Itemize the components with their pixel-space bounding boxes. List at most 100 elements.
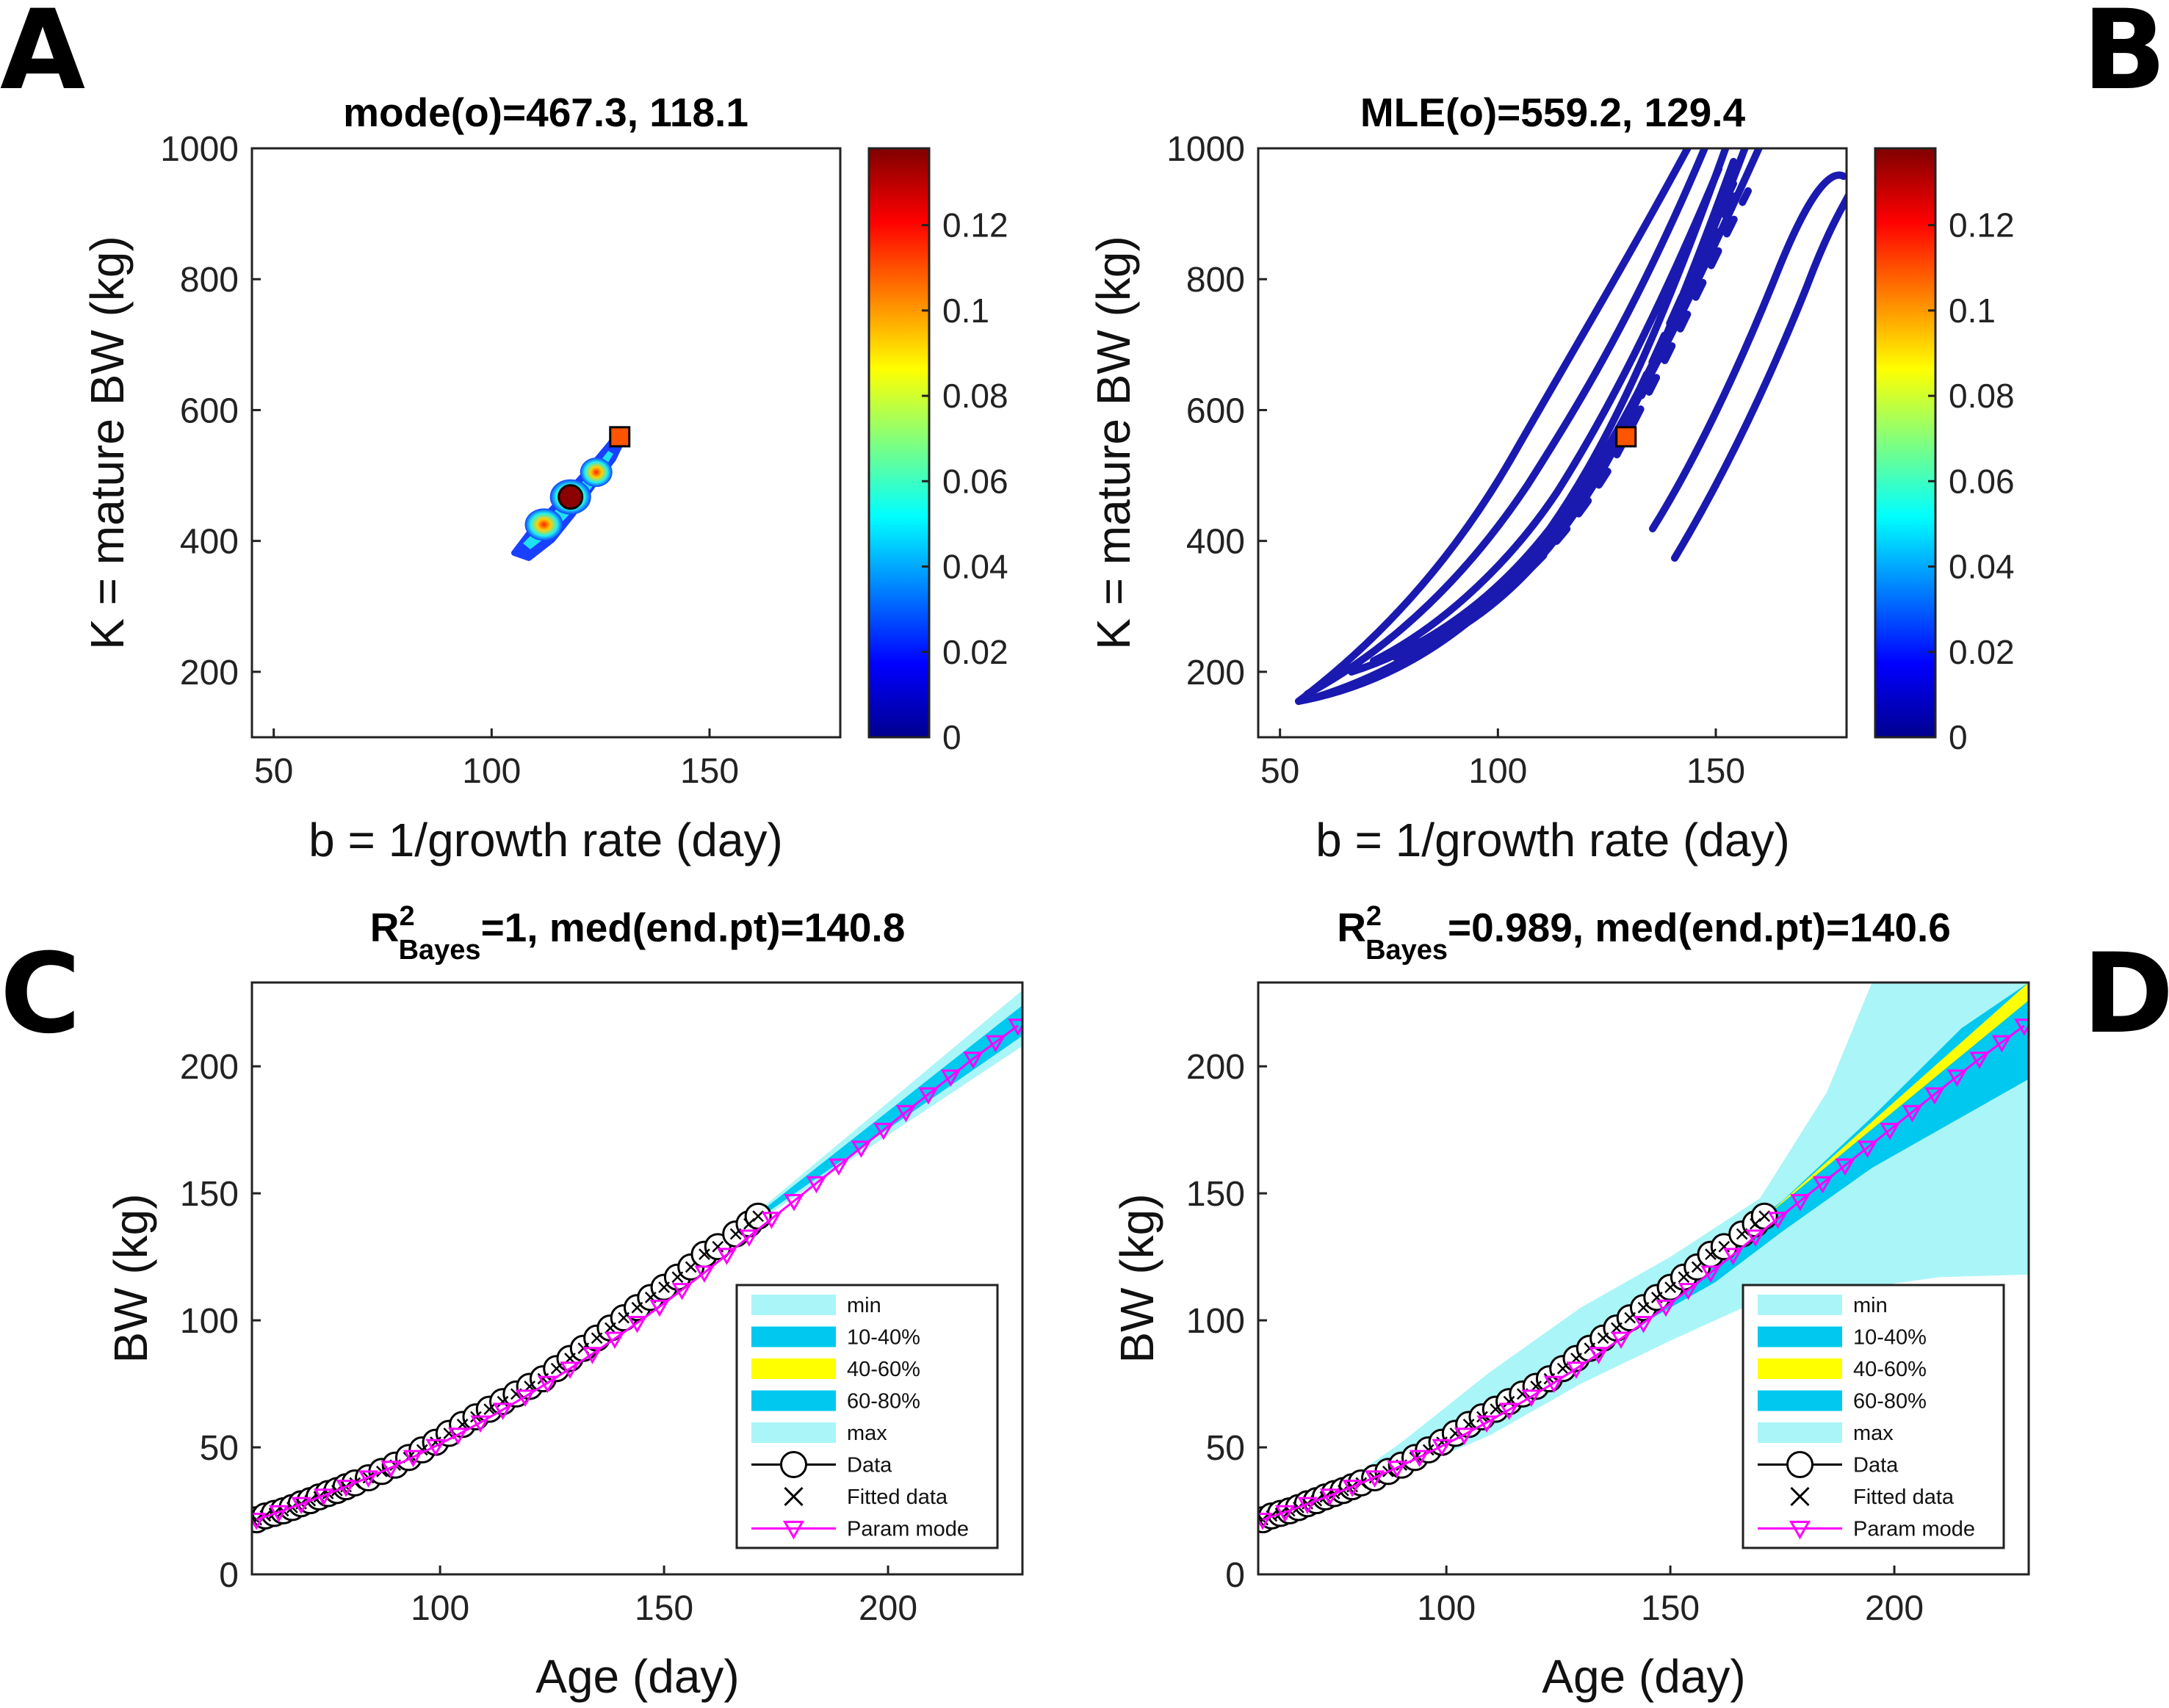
param-mode-point <box>895 1104 917 1123</box>
param-mode-point <box>1678 1283 1699 1300</box>
fitted-data-point <box>685 1261 697 1273</box>
fitted-data-point <box>1718 1240 1730 1253</box>
legend-swatch <box>751 1390 836 1411</box>
panel-b-colorbar: 0 0.02 0.04 0.06 0.08 0.1 0.12 <box>1874 147 2015 756</box>
param-mode-point <box>1924 1087 1945 1105</box>
colorbar-tick-label: 0 <box>942 718 961 756</box>
contour-line <box>1649 171 1847 532</box>
param-mode-point <box>985 1035 1006 1053</box>
panel-c-ylabel: BW (kg) <box>104 1193 157 1363</box>
y-tick-label: 800 <box>180 261 239 300</box>
param-mode-point <box>761 1212 782 1229</box>
fitted-data-point <box>1436 1436 1448 1449</box>
fitted-data-point <box>483 1403 496 1416</box>
panel-letter-a: A <box>0 0 85 115</box>
x-tick-label: 200 <box>859 1589 917 1628</box>
fitted-data-point <box>591 1332 603 1345</box>
legend-label: 40-60% <box>847 1358 920 1381</box>
x-tick-label: 100 <box>1468 752 1527 791</box>
y-tick-label: 200 <box>1186 1048 1245 1087</box>
panel-letter-b: B <box>2082 0 2166 115</box>
fitted-data-point <box>671 1271 684 1284</box>
panel-c-data <box>252 1202 772 1534</box>
panel-d-xlabel: Age (day) <box>1542 1650 1745 1703</box>
x-tick-label: 150 <box>635 1589 693 1628</box>
y-tick-label: 0 <box>219 1556 239 1595</box>
y-tick-label: 400 <box>1186 523 1245 562</box>
legend-label: min <box>1853 1294 1888 1317</box>
colorbar-tick-label: 0.12 <box>1949 206 2015 245</box>
param-mode-point <box>1700 1265 1721 1284</box>
fitted-data-point <box>712 1240 724 1253</box>
panel-a-density <box>511 426 631 561</box>
param-mode-point <box>739 1229 759 1247</box>
mle-marker <box>609 426 631 448</box>
panel-a-xlabel: b = 1/growth rate (day) <box>308 814 783 866</box>
legend-label: Fitted data <box>847 1486 948 1509</box>
panel-b-xlabel: b = 1/growth rate (day) <box>1316 814 1790 866</box>
param-mode-point <box>1319 1488 1340 1506</box>
x-tick-label: 50 <box>254 752 293 791</box>
contour-line <box>1295 148 1692 705</box>
legend-label: min <box>847 1294 881 1317</box>
contour-line <box>1671 191 1847 562</box>
param-mode-point <box>268 1505 289 1523</box>
param-mode-point <box>851 1140 872 1158</box>
x-tick-label: 150 <box>1641 1589 1700 1628</box>
panel-b-axes-frame <box>1257 147 1848 739</box>
fitted-data-point <box>1678 1271 1690 1284</box>
param-mode-point <box>1969 1052 1990 1069</box>
fitted-data-point <box>658 1281 670 1293</box>
param-mode-point <box>627 1316 648 1334</box>
legend-label: 10-40% <box>847 1326 920 1350</box>
param-mode-point <box>582 1347 603 1364</box>
param-mode-point <box>1611 1331 1631 1349</box>
param-mode-point <box>537 1375 558 1394</box>
legend-label: max <box>847 1422 887 1445</box>
y-tick-label: 50 <box>1206 1429 1245 1468</box>
legend-label: Data <box>847 1454 892 1477</box>
band-mid <box>1760 983 2029 1222</box>
fitted-data-point <box>1664 1281 1676 1293</box>
x-tick-label: 150 <box>680 752 739 791</box>
panel-d: R2 Bayes=0.989, med(end.pt)=140.6 100 150 2… <box>1111 901 2030 1703</box>
param-mode-point <box>694 1265 715 1284</box>
legend-label: 40-60% <box>1853 1358 1927 1381</box>
y-tick-label: 200 <box>180 1048 239 1087</box>
mode-marker <box>557 484 584 510</box>
panel-b-contours <box>1295 148 1847 705</box>
param-mode-point <box>492 1403 513 1420</box>
param-mode-point <box>1498 1403 1520 1420</box>
y-tick-label: 150 <box>1186 1175 1245 1214</box>
fitted-data-point <box>1556 1362 1569 1375</box>
panel-d-ticks: 100 150 200 0 50 100 150 200 <box>1186 1048 1924 1628</box>
legend-label: Param mode <box>1853 1518 1975 1541</box>
colorbar-tick-label: 0.1 <box>1949 292 1996 330</box>
panel-a-ticks: 50 100 150 200 400 600 800 1000 <box>160 130 739 791</box>
fitted-data-point <box>1705 1248 1717 1261</box>
panel-d-axes-frame <box>1257 981 2030 1576</box>
param-mode-point <box>336 1480 356 1497</box>
density-peak <box>524 508 563 541</box>
contour-line <box>1436 180 1744 635</box>
y-tick-label: 600 <box>180 391 239 430</box>
legend-swatch <box>1758 1390 1842 1411</box>
param-mode-point <box>649 1299 670 1317</box>
param-mode-point <box>784 1193 804 1212</box>
density-peak <box>580 457 613 488</box>
colorbar-gradient <box>867 147 931 739</box>
colorbar-tick-label: 0.06 <box>942 462 1008 500</box>
colorbar-tick-label: 0.06 <box>1949 462 2015 500</box>
param-mode-point <box>1432 1439 1452 1457</box>
panel-c-ticks: 100 150 200 0 50 100 150 200 <box>180 1048 917 1628</box>
legend-label: max <box>1853 1422 1894 1445</box>
param-mode-point <box>425 1439 446 1457</box>
fitted-data-point <box>1637 1301 1650 1314</box>
y-tick-label: 1000 <box>160 130 239 169</box>
fitted-data-point <box>1736 1228 1748 1240</box>
param-mode-point <box>313 1488 334 1506</box>
param-mode-point <box>1656 1299 1676 1317</box>
param-mode-point <box>1767 1212 1789 1229</box>
panel-d-legend: min 10-40% 40-60% 60-80% max Data Fitted data P… <box>1742 1284 2005 1549</box>
param-mode-point <box>447 1427 469 1445</box>
